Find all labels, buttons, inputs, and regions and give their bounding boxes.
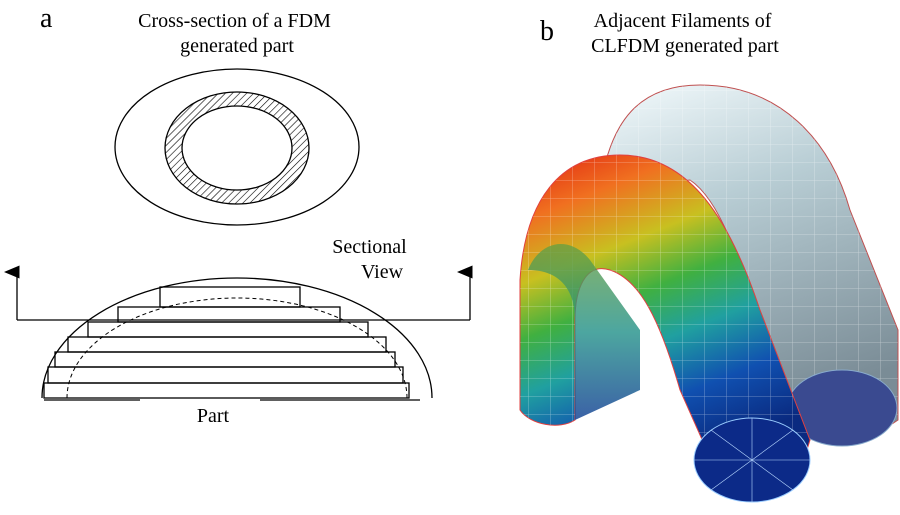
part-label: Part	[197, 405, 230, 427]
panel-title: Cross-section of a FDM generated part	[138, 10, 336, 57]
part-diagram	[17, 272, 470, 400]
filament-render	[520, 85, 898, 502]
text-line: Sectional	[332, 236, 407, 258]
text-line: CLFDM generated part	[591, 35, 779, 57]
panel-label: b	[540, 16, 554, 47]
panel-label: a	[40, 3, 53, 34]
text-line: View	[361, 261, 404, 283]
figure: a Cross-section of a FDM generated part …	[0, 0, 900, 515]
panel-title: Adjacent Filaments of CLFDM generated pa…	[591, 10, 779, 57]
text-line: Cross-section of a FDM	[138, 10, 331, 32]
text-line: generated part	[180, 35, 294, 57]
page: {"panel_a": {"label": "a", "title_lines"…	[0, 0, 900, 515]
section-label: Sectional View	[332, 236, 411, 283]
text-line: Adjacent Filaments of	[594, 10, 772, 32]
cross-section	[115, 69, 359, 225]
